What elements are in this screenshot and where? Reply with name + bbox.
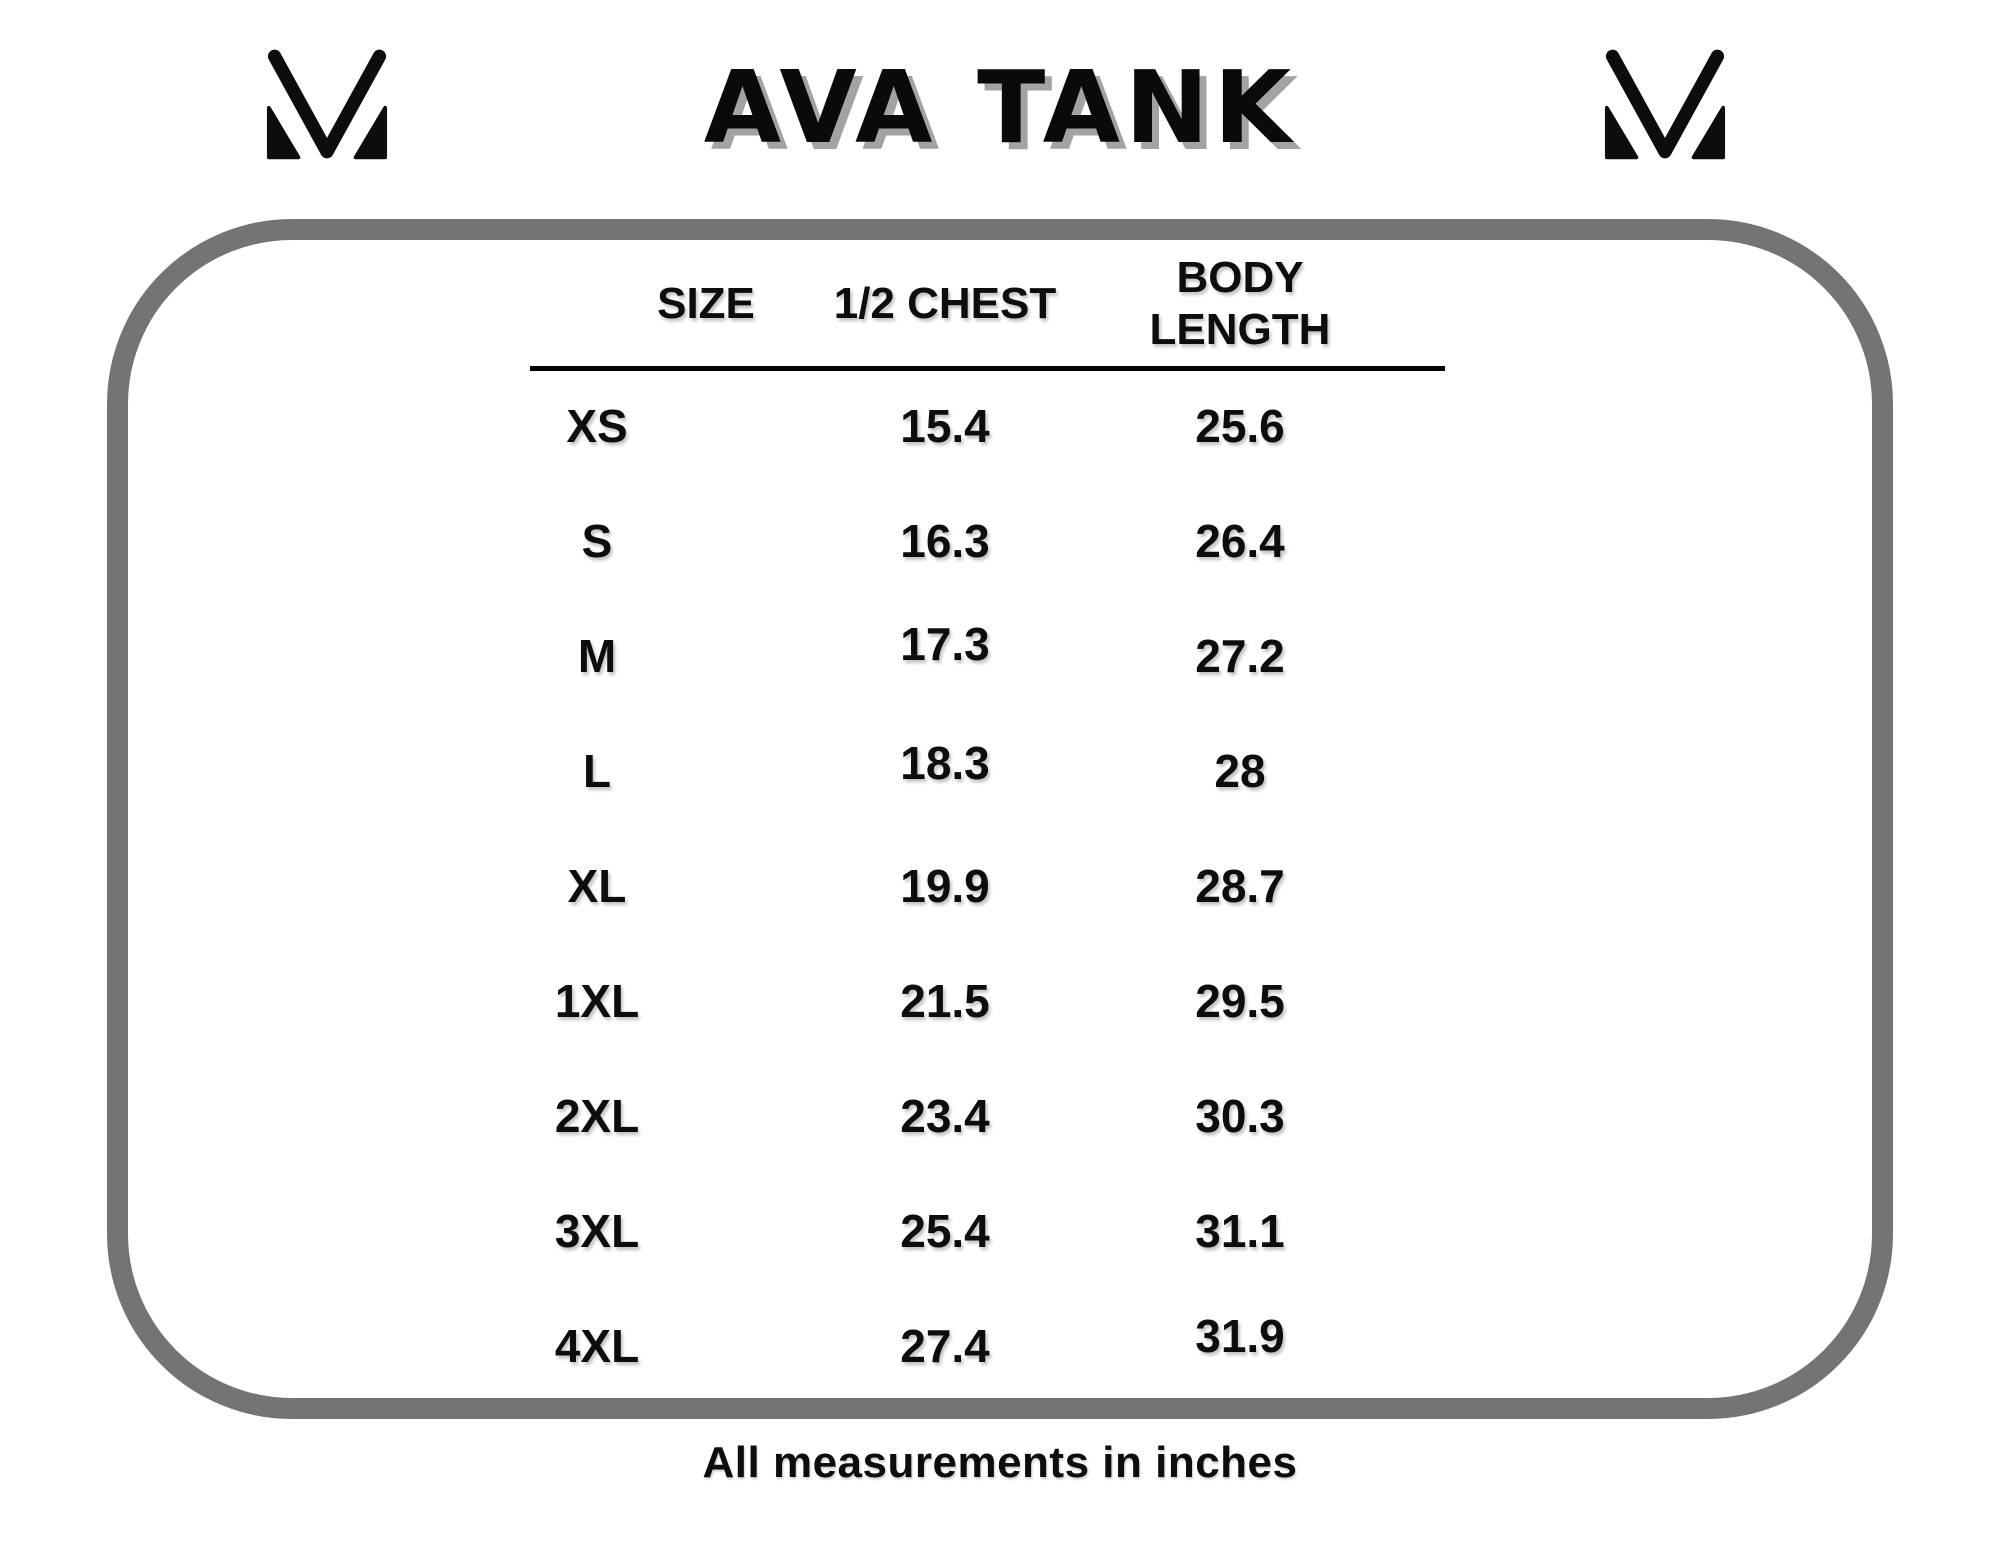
size-cell: L (582, 744, 612, 797)
table-row: L 18.3 28 (520, 713, 1410, 828)
half-chest-cell: 23.4 (900, 1089, 990, 1142)
table-row: M 17.3 27.2 (520, 598, 1410, 713)
size-cell: XS (566, 399, 628, 452)
header-divider-line (530, 366, 1445, 371)
body-length-cell: 29.5 (1195, 974, 1285, 1027)
body-length-cell: 27.2 (1195, 629, 1285, 682)
half-chest-cell: 17.3 (900, 617, 990, 670)
body-length-cell: 28.7 (1195, 859, 1285, 912)
size-cell: S (581, 514, 613, 567)
column-header-body-length-label: BODY LENGTH (1149, 253, 1331, 354)
table-row: 3XL 25.4 31.1 (520, 1173, 1410, 1288)
body-length-cell: 31.9 (1195, 1309, 1285, 1362)
size-cell: 4XL (554, 1319, 640, 1372)
size-cell: XL (567, 859, 627, 912)
table-row: S 16.3 26.4 (520, 483, 1410, 598)
body-length-cell: 31.1 (1195, 1204, 1285, 1257)
half-chest-cell: 21.5 (900, 974, 990, 1027)
mv-logo-icon (266, 46, 388, 162)
body-length-cell: 26.4 (1195, 514, 1285, 567)
half-chest-cell: 25.4 (900, 1204, 990, 1257)
half-chest-cell: 16.3 (900, 514, 990, 567)
half-chest-cell: 15.4 (900, 399, 990, 452)
page-title: AVA TANK (703, 49, 1297, 166)
size-cell: 1XL (554, 974, 640, 1027)
table-row: XL 19.9 28.7 (520, 828, 1410, 943)
size-cell: 2XL (554, 1089, 640, 1142)
body-length-cell: 30.3 (1195, 1089, 1285, 1142)
table-row: 2XL 23.4 30.3 (520, 1058, 1410, 1173)
measurements-footnote: All measurements in inches (702, 1438, 1298, 1487)
mv-logo-icon (1604, 46, 1726, 162)
size-chart-panel (107, 219, 1893, 1419)
column-header-body-length: BODY LENGTH (1070, 252, 1410, 356)
size-cell: M (577, 629, 617, 682)
body-length-cell: 28 (1214, 744, 1266, 797)
table-header-row: SIZE 1/2 CHEST BODY LENGTH (520, 240, 1410, 368)
table-body: XS 15.4 25.6 S 16.3 26.4 M 17.3 27.2 L 1… (520, 368, 1410, 1403)
table-row: XS 15.4 25.6 (520, 368, 1410, 483)
body-length-cell: 25.6 (1195, 399, 1285, 452)
half-chest-cell: 18.3 (900, 736, 990, 789)
column-header-size: SIZE (657, 279, 755, 328)
table-row: 1XL 21.5 29.5 (520, 943, 1410, 1058)
half-chest-cell: 19.9 (900, 859, 990, 912)
size-cell: 3XL (554, 1204, 640, 1257)
table-row: 4XL 27.4 31.9 (520, 1288, 1410, 1403)
half-chest-cell: 27.4 (900, 1319, 990, 1372)
column-header-half-chest: 1/2 CHEST (833, 279, 1057, 328)
